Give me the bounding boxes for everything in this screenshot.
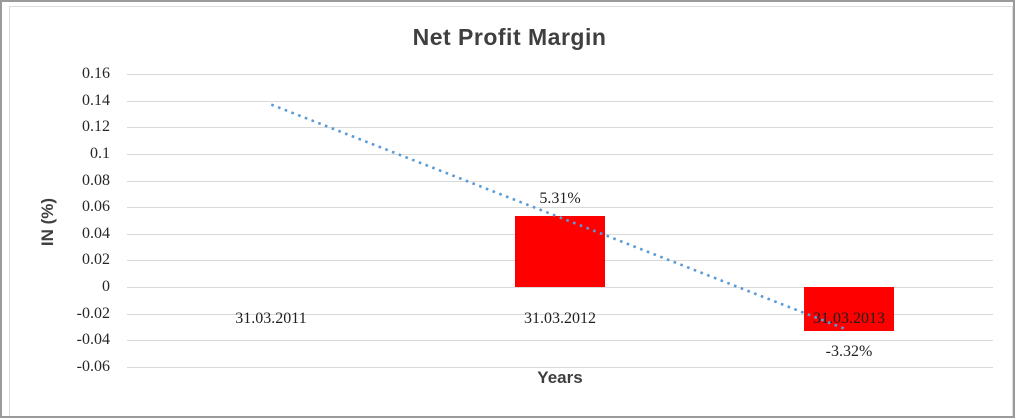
y-tick-label: 0: [102, 278, 110, 295]
x-category-label: 31.03.2012: [524, 310, 596, 327]
y-tick-label: -0.02: [76, 305, 110, 322]
x-axis-title: Years: [537, 368, 583, 387]
gridline: [127, 154, 993, 155]
y-tick-label: 0.16: [82, 65, 110, 82]
gridline: [127, 207, 993, 208]
bar-31.03.2013[interactable]: [804, 287, 894, 331]
gridline: [127, 314, 993, 315]
bar-data-label: 5.31%: [539, 190, 581, 207]
trendline[interactable]: [270, 103, 847, 331]
y-tick-label: 0.04: [82, 225, 110, 242]
gridline: [127, 181, 993, 182]
y-tick-label: -0.04: [76, 331, 110, 348]
y-tick-label: 0.06: [82, 198, 110, 215]
x-category-label: 31.03.2011: [235, 310, 307, 327]
gridline: [127, 287, 993, 288]
gridline: [127, 74, 993, 75]
gridline: [127, 367, 993, 368]
chart-title: Net Profit Margin: [412, 24, 607, 50]
bar-31.03.2012[interactable]: [515, 216, 605, 287]
y-tick-label: 0.02: [82, 251, 110, 268]
y-tick-label: -0.06: [76, 358, 110, 375]
bar-data-label: -3.32%: [825, 343, 873, 360]
y-tick-label: 0.12: [82, 118, 110, 135]
gridline: [127, 340, 993, 341]
gridline: [127, 127, 993, 128]
y-tick-label: 0.08: [82, 172, 110, 189]
gridline: [127, 101, 993, 102]
x-category-label: 31.03.2013: [813, 310, 885, 327]
y-tick-label: 0.1: [90, 145, 110, 162]
y-tick-label: 0.14: [82, 92, 110, 109]
